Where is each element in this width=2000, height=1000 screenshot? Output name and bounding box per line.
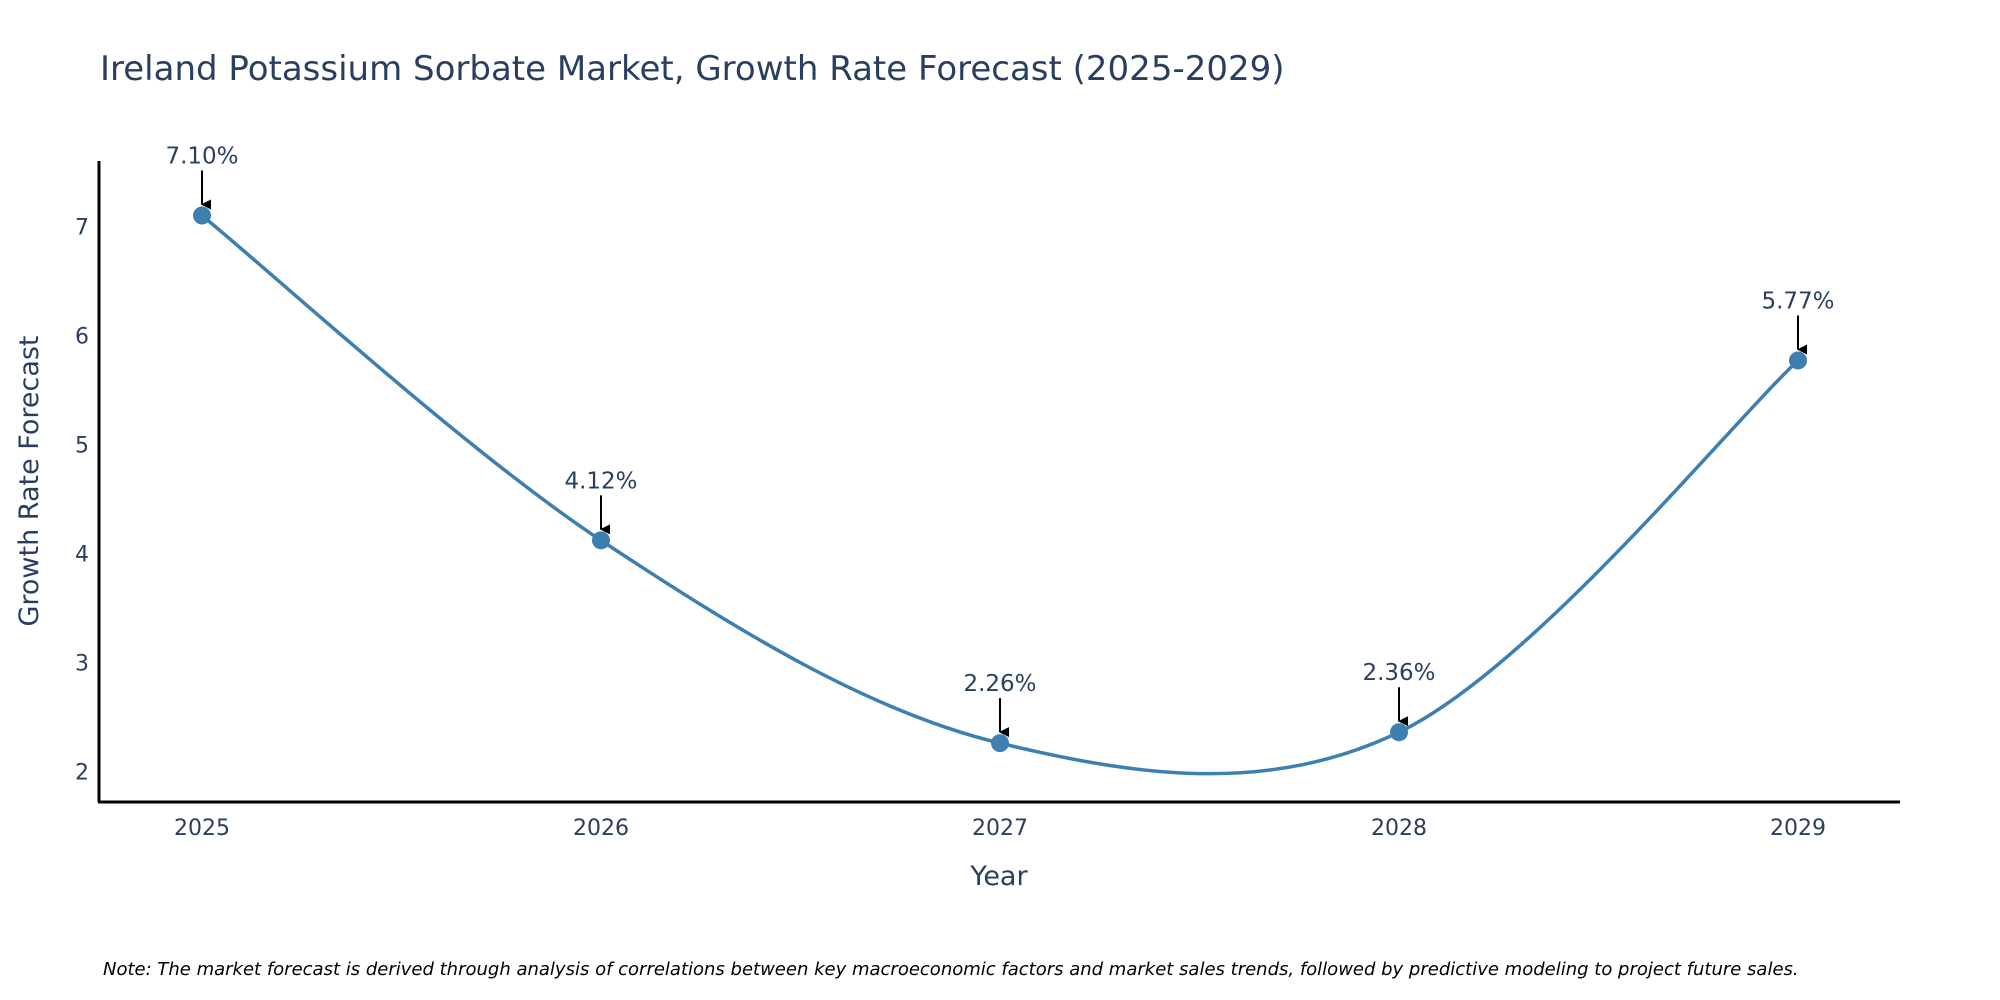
- data-label: 5.77%: [1761, 288, 1834, 314]
- x-tick-label: 2029: [1770, 816, 1826, 841]
- y-tick-label: 3: [75, 651, 89, 676]
- x-tick-labels: 2025 2026 2027 2028 2029: [174, 816, 1826, 841]
- data-point[interactable]: [1390, 723, 1408, 742]
- x-tick-label: 2027: [972, 816, 1028, 841]
- footnote: Note: The market forecast is derived thr…: [103, 959, 1799, 980]
- axes: [97, 161, 1900, 804]
- data-point[interactable]: [1789, 351, 1807, 370]
- chart-title: Ireland Potassium Sorbate Market, Growth…: [100, 49, 1285, 89]
- y-tick-label: 2: [75, 760, 89, 785]
- y-tick-labels: 2 3 4 5 6 7: [75, 215, 89, 785]
- data-labels: 7.10% 4.12% 2.26% 2.36% 5.77%: [165, 144, 1835, 738]
- y-axis-title: Growth Rate Forecast: [14, 335, 45, 626]
- data-points: [193, 206, 1807, 753]
- data-label: 2.26%: [963, 671, 1036, 697]
- x-tick-label: 2028: [1371, 816, 1427, 841]
- data-point[interactable]: [991, 734, 1009, 753]
- x-tick-label: 2025: [174, 816, 230, 841]
- data-label: 7.10%: [165, 144, 238, 170]
- y-tick-label: 5: [75, 433, 89, 458]
- x-axis-title: Year: [969, 861, 1028, 892]
- y-tick-label: 4: [75, 542, 89, 567]
- data-label: 4.12%: [564, 468, 637, 494]
- y-tick-label: 6: [75, 324, 89, 349]
- data-point[interactable]: [193, 206, 211, 225]
- x-tick-label: 2026: [573, 816, 629, 841]
- y-tick-label: 7: [75, 215, 89, 240]
- data-label: 2.36%: [1362, 660, 1435, 686]
- data-point[interactable]: [592, 531, 610, 550]
